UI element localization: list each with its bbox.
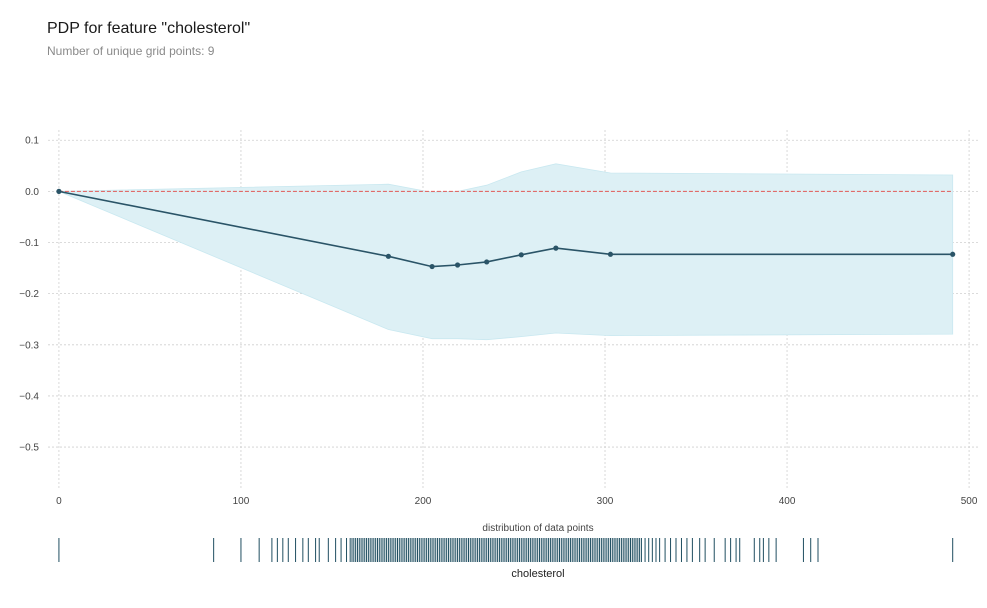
pdp-point: [385, 253, 391, 259]
pdp-point: [553, 245, 559, 251]
chart-title: PDP for feature "cholesterol": [47, 20, 251, 37]
x-tick-label: 500: [961, 496, 978, 507]
pdp-point: [484, 259, 490, 265]
y-tick-label: −0.5: [19, 443, 39, 454]
y-tick-label: 0.1: [25, 136, 39, 147]
x-tick-label: 200: [415, 496, 432, 507]
x-axis-label: cholesterol: [511, 568, 564, 580]
pdp-point: [429, 263, 435, 270]
x-tick-label: 400: [779, 496, 796, 507]
y-tick-label: −0.3: [19, 340, 39, 351]
y-tick-label: −0.2: [19, 289, 39, 300]
confidence-band: [58, 163, 954, 341]
pdp-point: [454, 262, 461, 268]
chart-subtitle: Number of unique grid points: 9: [47, 44, 215, 58]
confidence-band-layer: [58, 163, 954, 341]
x-tick-label: 100: [233, 496, 250, 507]
pdp-point: [950, 251, 956, 257]
x-tick-label: 0: [56, 496, 62, 507]
x-tick-label: 300: [597, 496, 614, 507]
pdp-point: [518, 252, 524, 258]
distribution-label: distribution of data points: [482, 523, 593, 534]
tick-label-layer: 0 100 200 300 400 500 0.1 0.0 −0.1 −0.2 −0.3 −0.4 −0…: [19, 136, 978, 507]
pdp-point: [607, 251, 614, 257]
y-tick-label: −0.1: [19, 238, 39, 249]
pdp-point: [56, 188, 62, 194]
y-tick-label: −0.4: [19, 391, 39, 402]
pdp-line-layer: [56, 188, 956, 270]
rug-layer: [58, 538, 954, 562]
y-tick-label: 0.0: [25, 187, 39, 198]
